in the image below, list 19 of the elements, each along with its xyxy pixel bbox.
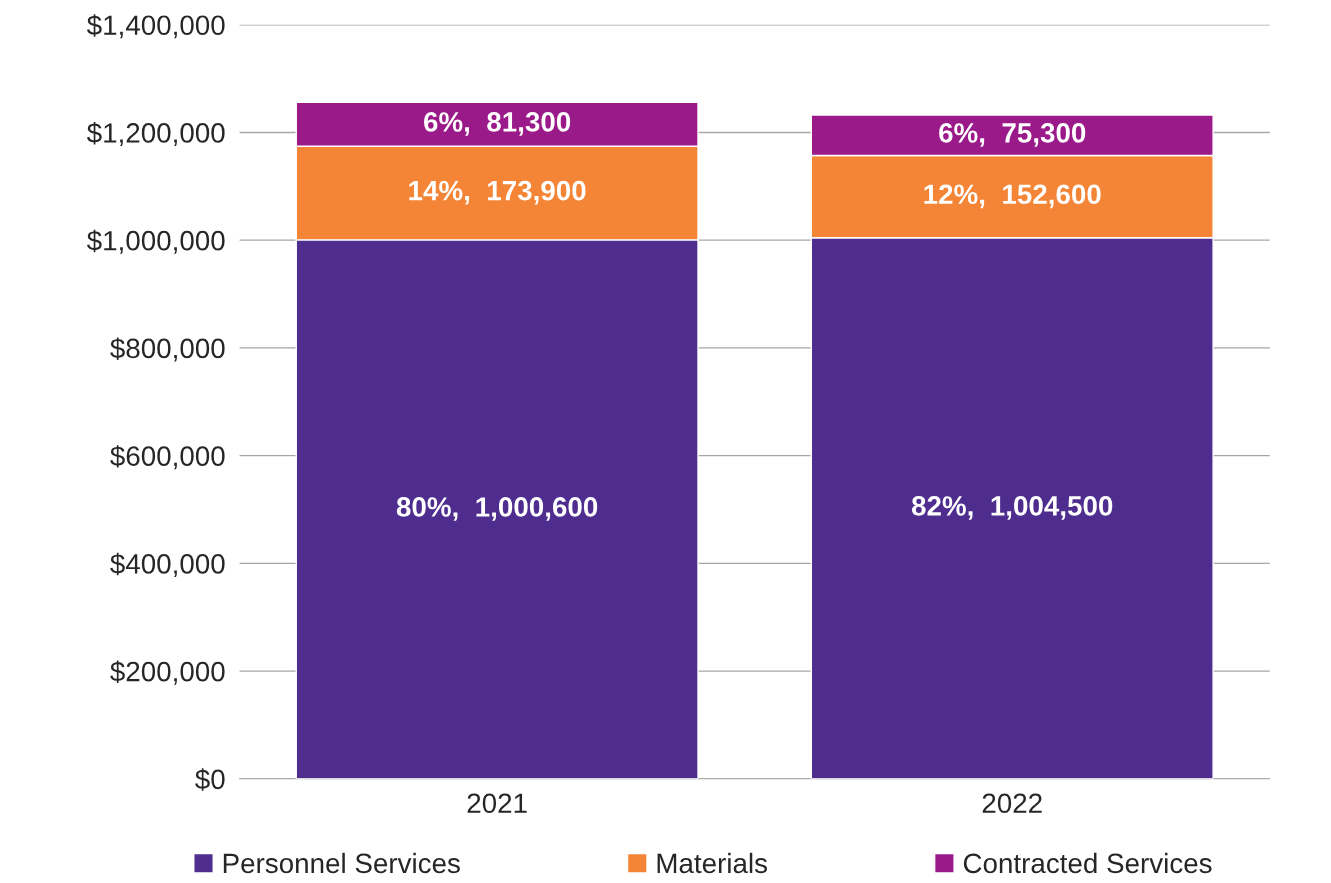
y-tick-label: $600,000 (110, 445, 225, 470)
legend-label: Materials (657, 852, 767, 874)
y-tick-label: $1,200,000 (86, 121, 225, 147)
y-tick-label: $200,000 (110, 660, 225, 685)
data-label: 82%, 1,004,500 (911, 496, 1113, 520)
data-label: 14%, 173,900 (409, 180, 586, 205)
y-tick-label: $0 (195, 768, 225, 791)
legend-label: Personnel Services (223, 852, 460, 874)
y-tick-label: $800,000 (110, 337, 225, 362)
x-tick-label: 2021 (467, 793, 527, 814)
data-label: 80%, 1,000,600 (396, 497, 598, 521)
legend-label: Contracted Services (963, 852, 1212, 874)
data-label: 6%, 81,300 (424, 112, 571, 136)
y-tick-label: $400,000 (110, 552, 225, 577)
x-tick-label: 2022 (982, 793, 1042, 814)
data-label: 12%, 152,600 (924, 184, 1101, 209)
data-label: 6%, 75,300 (939, 123, 1086, 147)
y-tick-label: $1,400,000 (86, 14, 225, 39)
y-tick-label: $1,000,000 (86, 229, 225, 254)
